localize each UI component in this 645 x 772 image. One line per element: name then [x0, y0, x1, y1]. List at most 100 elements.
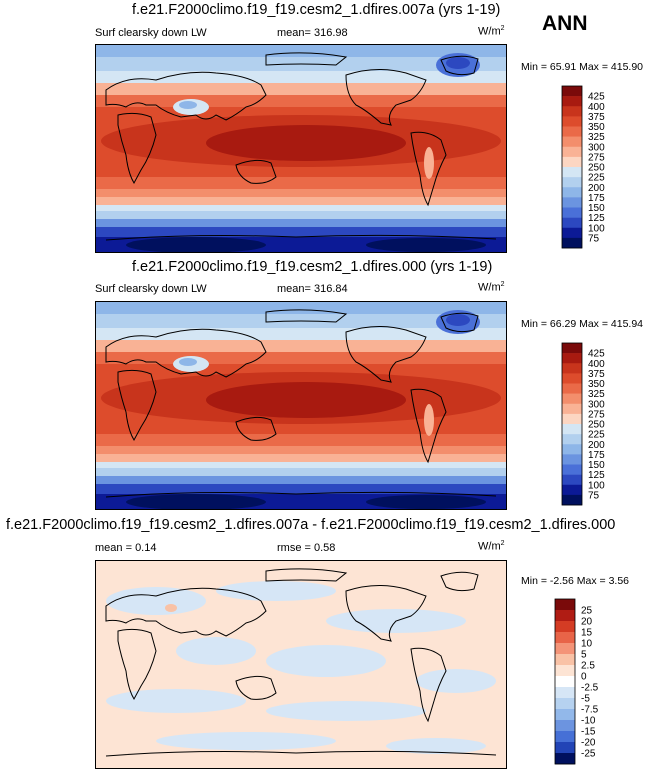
- colorbar-box: [562, 207, 582, 218]
- colorbar-tick-label: 400: [588, 359, 605, 370]
- panel2-max-value: 415.94: [610, 318, 644, 330]
- colorbar-tick-label: 15: [581, 628, 593, 639]
- colorbar-tick-label: 200: [588, 183, 605, 194]
- panel3-rmse-label: rmse =: [277, 542, 311, 554]
- colorbar-box: [555, 720, 575, 732]
- panel1-minmax: Min = 65.91 Max = 415.90: [521, 61, 643, 73]
- colorbar-box: [562, 434, 582, 445]
- colorbar-box: [562, 237, 582, 249]
- panel1-max-value: 415.90: [610, 61, 644, 73]
- colorbar-tick-label: 0: [581, 672, 587, 683]
- colorbar-box: [555, 709, 575, 721]
- colorbar-tick-label: 325: [588, 132, 605, 143]
- colorbar-tick-label: 300: [588, 142, 605, 153]
- colorbar-box: [562, 464, 582, 475]
- colorbar-box: [562, 444, 582, 455]
- panel1-mean: mean= 316.98: [277, 27, 348, 39]
- colorbar-tick-label: 200: [588, 440, 605, 451]
- colorbar-tick-label: 20: [581, 617, 593, 628]
- colorbar-tick-label: 175: [588, 450, 605, 461]
- colorbar-box: [562, 413, 582, 425]
- colorbar-outline: [554, 598, 576, 765]
- panel3-max-label: Max =: [576, 575, 606, 587]
- panel2-mean-label: mean=: [277, 283, 311, 295]
- panel1-map-plot: [96, 45, 506, 252]
- colorbar-tick-label: -15: [581, 727, 596, 738]
- colorbar-tick-label: 250: [588, 163, 605, 174]
- colorbar-tick-label: 350: [588, 379, 605, 390]
- colorbar-box: [555, 610, 575, 622]
- colorbar-tick-label: 75: [588, 233, 600, 244]
- panel3-units-text: W/m: [478, 540, 501, 553]
- panel2-min-label: Min =: [521, 318, 547, 330]
- colorbar-box: [562, 227, 582, 239]
- colorbar-box: [562, 494, 582, 506]
- panel2-title: f.e21.F2000climo.f19_f19.cesm2_1.dfires.…: [132, 259, 493, 275]
- panel3-mean-value: 0.14: [135, 542, 157, 554]
- panel3-min-label: Min =: [521, 575, 547, 587]
- colorbar-box: [555, 676, 575, 688]
- colorbar-box: [562, 424, 582, 435]
- panel3-rmse: rmse = 0.58: [277, 542, 335, 554]
- colorbar-box: [562, 353, 582, 364]
- panel2-units-exp: 2: [500, 281, 505, 288]
- colorbar-tick-label: 275: [588, 409, 605, 420]
- colorbar-box: [562, 197, 582, 208]
- colorbar-tick-label: 225: [588, 430, 605, 441]
- panel1-map: [95, 44, 507, 253]
- colorbar-tick-label: -2.5: [581, 683, 599, 694]
- panel3-mean: mean = 0.14: [95, 542, 156, 554]
- panel3-minmax: Min = -2.56 Max = 3.56: [521, 575, 629, 587]
- panel2-units-text: W/m: [478, 281, 501, 294]
- panel1-colorbar-svg: 4254003753503253002752502252001751501251…: [561, 85, 605, 249]
- colorbar-tick-label: 275: [588, 152, 605, 163]
- colorbar-tick-label: 125: [588, 470, 605, 481]
- colorbar-tick-label: -20: [581, 738, 596, 749]
- panel2-minmax: Min = 66.29 Max = 415.94: [521, 318, 643, 330]
- colorbar-box: [562, 373, 582, 384]
- panel2-map-plot: [96, 302, 506, 509]
- panel2-max-label: Max =: [579, 318, 608, 330]
- colorbar-box: [555, 742, 575, 754]
- panel1-units-text: W/m: [478, 25, 501, 38]
- panel3-rmse-value: 0.58: [314, 542, 336, 554]
- colorbar-tick-label: -5: [581, 694, 590, 705]
- colorbar-box: [555, 687, 575, 699]
- colorbar-tick-label: 300: [588, 399, 605, 410]
- colorbar-box: [562, 96, 582, 107]
- colorbar-tick-label: 375: [588, 369, 605, 380]
- colorbar-outline: [561, 342, 583, 506]
- colorbar-tick-label: 250: [588, 420, 605, 431]
- panel1-min-label: Min =: [521, 61, 547, 73]
- colorbar-tick-label: 75: [588, 490, 600, 501]
- colorbar-box: [555, 632, 575, 644]
- panel3-colorbar: 25 20 15 10 5 2.5 0 -2.5 -5 -7.5 -10 -15 -20 -25: [554, 598, 613, 769]
- colorbar-box: [562, 187, 582, 198]
- colorbar-box: [562, 403, 582, 415]
- colorbar-box: [555, 643, 575, 655]
- colorbar-box: [562, 343, 582, 354]
- colorbar-tick-label: 10: [581, 639, 593, 650]
- panel2-min-value: 66.29: [549, 318, 577, 330]
- colorbar-box: [562, 363, 582, 374]
- panel1-min-value: 65.91: [549, 61, 577, 73]
- panel1-mean-value: 316.98: [314, 27, 348, 39]
- panel1-title: f.e21.F2000climo.f19_f19.cesm2_1.dfires.…: [132, 2, 501, 18]
- colorbar-tick-label: -25: [581, 749, 596, 760]
- panel3-units: W/m2: [478, 540, 505, 553]
- panel3-mean-label: mean =: [95, 542, 132, 554]
- colorbar-tick-label: 150: [588, 460, 605, 471]
- colorbar-box: [555, 621, 575, 633]
- colorbar-tick-label: 325: [588, 389, 605, 400]
- colorbar-box: [562, 116, 582, 127]
- panel1-colorbar: 425 400 375 350 325 300 275 250 225 200 175 150 125 1…: [561, 85, 612, 256]
- colorbar-tick-label: 100: [588, 223, 605, 234]
- colorbar-tick-label: 425: [588, 349, 605, 360]
- colorbar-box: [562, 474, 582, 486]
- colorbar-box: [562, 454, 582, 465]
- colorbar-box: [562, 86, 582, 97]
- colorbar-box: [562, 217, 582, 229]
- colorbar-outline: [561, 85, 583, 249]
- panel2-variable: Surf clearsky down LW: [95, 283, 207, 295]
